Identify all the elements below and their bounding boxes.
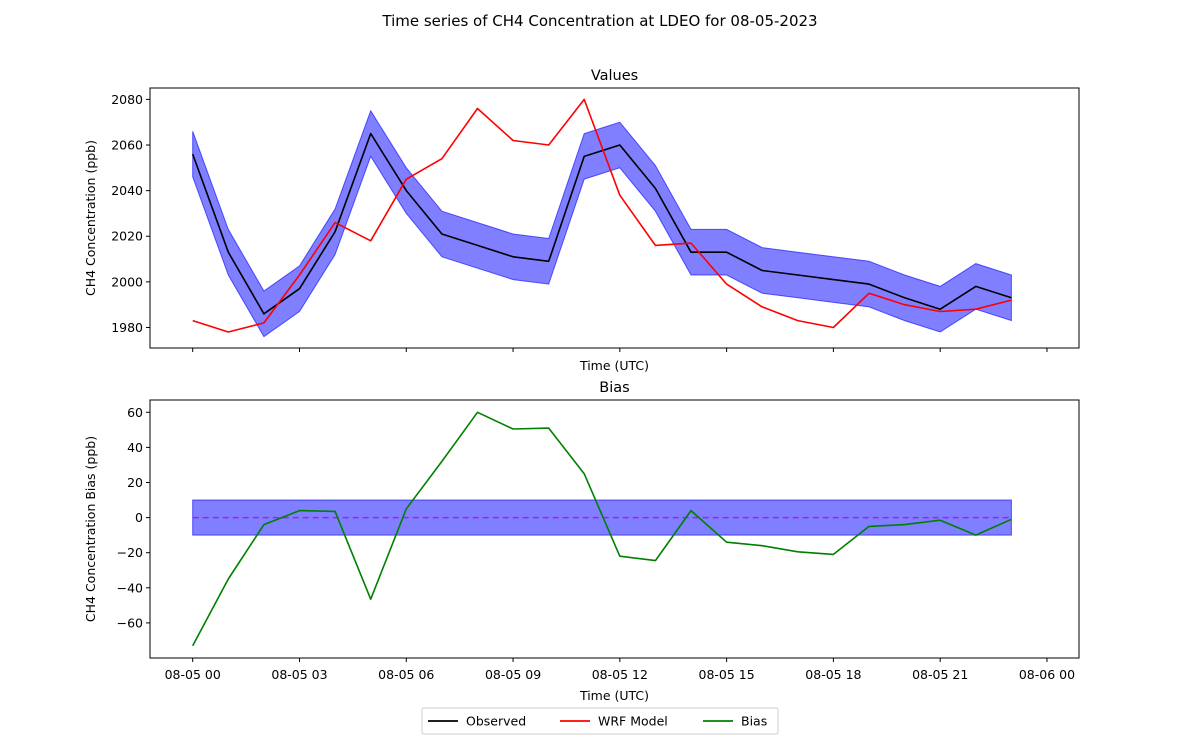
y-tick-label: 40 (127, 440, 143, 455)
values-panel: 1980 2000 2020 2040 2060 2080 Values Time (UTC)… (83, 68, 1080, 373)
legend-label: WRF Model (598, 714, 668, 729)
y-tick-label: 20 (127, 475, 143, 490)
y-tick-label: 2020 (111, 229, 143, 244)
x-tick-label: 08-05 06 (378, 667, 434, 682)
legend-label: Observed (466, 714, 526, 729)
series-line-observed (191, 132, 1012, 315)
panel-title: Values (591, 68, 638, 84)
y-tick-label: 2000 (111, 274, 143, 289)
y-axis-label: CH4 Concentration (ppb) (83, 140, 98, 296)
x-tick-label: 08-05 15 (699, 667, 755, 682)
figure-title: Time series of CH4 Concentration at LDEO… (381, 12, 817, 30)
legend: Observed WRF Model Bias (421, 707, 779, 735)
x-tick-label: 08-05 00 (165, 667, 221, 682)
legend-label: Bias (741, 714, 767, 729)
y-axis-label: CH4 Concentration Bias (ppb) (83, 436, 98, 622)
x-tick-label: 08-05 21 (912, 667, 968, 682)
series-line-bias (191, 411, 1012, 647)
uncertainty-band (192, 499, 1012, 536)
y-tick-label: 60 (127, 405, 143, 420)
y-tick-label: −20 (117, 545, 143, 560)
x-tick-label: 08-05 12 (592, 667, 648, 682)
y-tick-label: 1980 (111, 320, 143, 335)
panel-title: Bias (599, 380, 629, 396)
x-axis-label: Time (UTC) (579, 358, 649, 373)
axes-frame (149, 399, 1080, 659)
y-tick-label: 2060 (111, 138, 143, 153)
x-tick-label: 08-06 00 (1019, 667, 1075, 682)
legend-frame (421, 707, 779, 735)
axes-frame (149, 87, 1080, 349)
bias-panel: −60 −40 −20 0 20 40 60 08-05 00 08-05 03 08-05 06… (83, 380, 1080, 703)
y-tick-label: −60 (117, 615, 143, 630)
uncertainty-band (192, 109, 1012, 338)
y-tick-label: 2040 (111, 183, 143, 198)
x-tick-label: 08-05 09 (485, 667, 541, 682)
x-tick-label: 08-05 03 (271, 667, 327, 682)
y-tick-label: −40 (117, 580, 143, 595)
x-tick-label: 08-05 18 (805, 667, 861, 682)
y-tick-label: 0 (135, 510, 143, 525)
x-axis-label: Time (UTC) (579, 688, 649, 703)
series-line-wrf-model (192, 98, 1012, 333)
y-tick-label: 2080 (111, 92, 143, 107)
